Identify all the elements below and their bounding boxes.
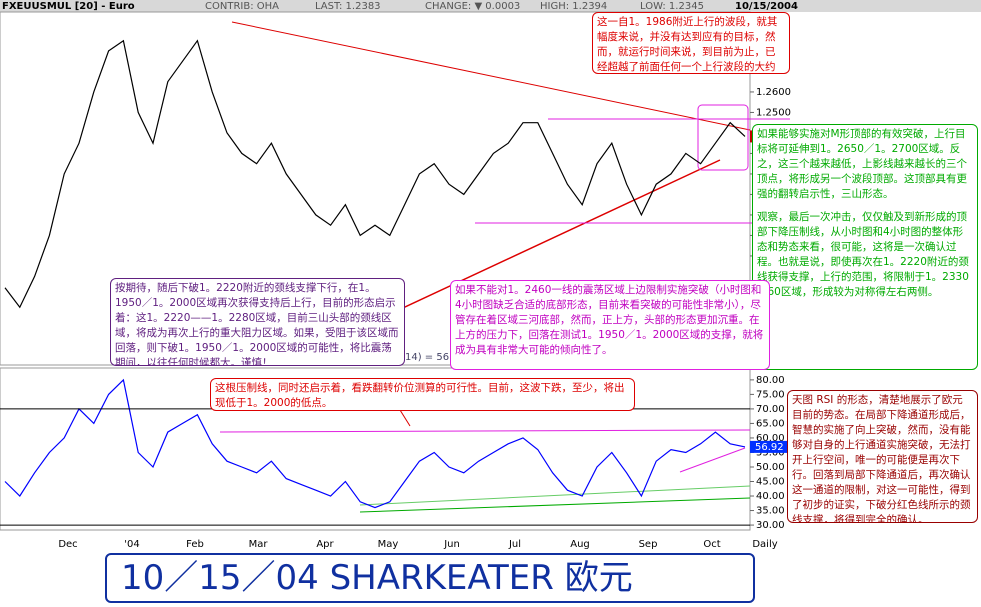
y-tick-label: 1.2600 xyxy=(756,87,791,98)
resistance-line xyxy=(231,21,751,131)
rsi-channel xyxy=(219,429,751,433)
low: LOW: 1.2345 xyxy=(640,1,704,12)
annotation: 这根压制线，同时还启示着，看跌翻转价位测算的可行性。目前，这波下跌，至少，将出现… xyxy=(210,378,635,411)
x-tick-label: Oct xyxy=(703,539,720,550)
header-bar xyxy=(0,0,981,12)
y-tick-label: 65.00 xyxy=(756,418,785,429)
y-tick-label: 60.00 xyxy=(756,433,785,444)
footer-title: 10／15／04 SHARKEATER 欧元 xyxy=(105,553,755,603)
x-tick-label: Aug xyxy=(570,539,590,550)
x-tick-label: May xyxy=(378,539,399,550)
y-tick-label: 80.00 xyxy=(756,375,785,386)
x-tick-label: Apr xyxy=(316,539,334,550)
x-tick-label: Dec xyxy=(58,539,77,550)
annotation-text: 如果能够实施对M形顶部的有效突破，上行目标将可延伸到1。2650／1。2700区… xyxy=(757,128,967,200)
last-value-label: 56.92 xyxy=(755,442,784,453)
symbol: FXEUUSMUL [20] - Euro xyxy=(2,1,135,12)
x-tick-label: '04 xyxy=(124,539,139,550)
rsi-neckline xyxy=(359,497,751,513)
annotation: 如果不能对1。2460一线的震荡区域上边限制实施突破（小时图和4小时图缺乏合适的… xyxy=(450,280,770,370)
y-tick-label: 55.00 xyxy=(756,447,785,458)
high: HIGH: 1.2394 xyxy=(540,1,607,12)
annotation: 如果能够实施对M形顶部的有效突破，上行目标将可延伸到1。2650／1。2700区… xyxy=(752,124,978,370)
date: 10/15/2004 xyxy=(735,1,798,12)
annotation: 天图 RSI 的形态，清楚地展示了欧元目前的势态。在局部下降通道形成后，智慧的实… xyxy=(787,390,978,523)
price-line xyxy=(4,39,746,309)
rsi-neckline xyxy=(359,485,751,506)
highlight xyxy=(697,104,749,171)
y-tick-label: 45.00 xyxy=(756,477,785,488)
x-tick-label: Daily xyxy=(752,539,777,550)
change: CHANGE: ▼ 0.0003 xyxy=(425,1,520,12)
x-tick-label: Feb xyxy=(186,539,204,550)
annotation: 这一自1。1986附近上行的波段，就其幅度来说，并没有达到应有的目标，然而，就运… xyxy=(592,12,790,74)
x-tick-label: Sep xyxy=(639,539,658,550)
last-value-box xyxy=(750,440,796,453)
y-tick-label: 70.00 xyxy=(756,404,785,415)
y-tick-label: 30.00 xyxy=(756,520,785,531)
x-tick-label: Jul xyxy=(508,539,521,550)
annotation-text: 观察，最后一次冲击，仅仅触及到新形成的顶部下降压制线，从小时图和4小时图的整体形… xyxy=(757,211,969,298)
y-tick-label: 35.00 xyxy=(756,506,785,517)
x-tick-label: Jun xyxy=(443,539,460,550)
x-tick-label: Mar xyxy=(249,539,269,550)
last: LAST: 1.2383 xyxy=(315,1,381,12)
annotation: 按期待，随后下破1。2220附近的颈线支撑下行，在1。1950／1。2000区域… xyxy=(110,278,405,366)
arrow xyxy=(399,409,411,427)
y-tick-label: 1.2500 xyxy=(756,107,791,118)
y-tick-label: 50.00 xyxy=(756,462,785,473)
rsi-channel xyxy=(679,447,746,473)
y-tick-label: 40.00 xyxy=(756,491,785,502)
rsi-line xyxy=(4,378,746,509)
y-tick-label: 75.00 xyxy=(756,389,785,400)
contrib: CONTRIB: OHA xyxy=(205,1,279,12)
rsi-label: 14) = 56.92 xyxy=(405,352,465,363)
